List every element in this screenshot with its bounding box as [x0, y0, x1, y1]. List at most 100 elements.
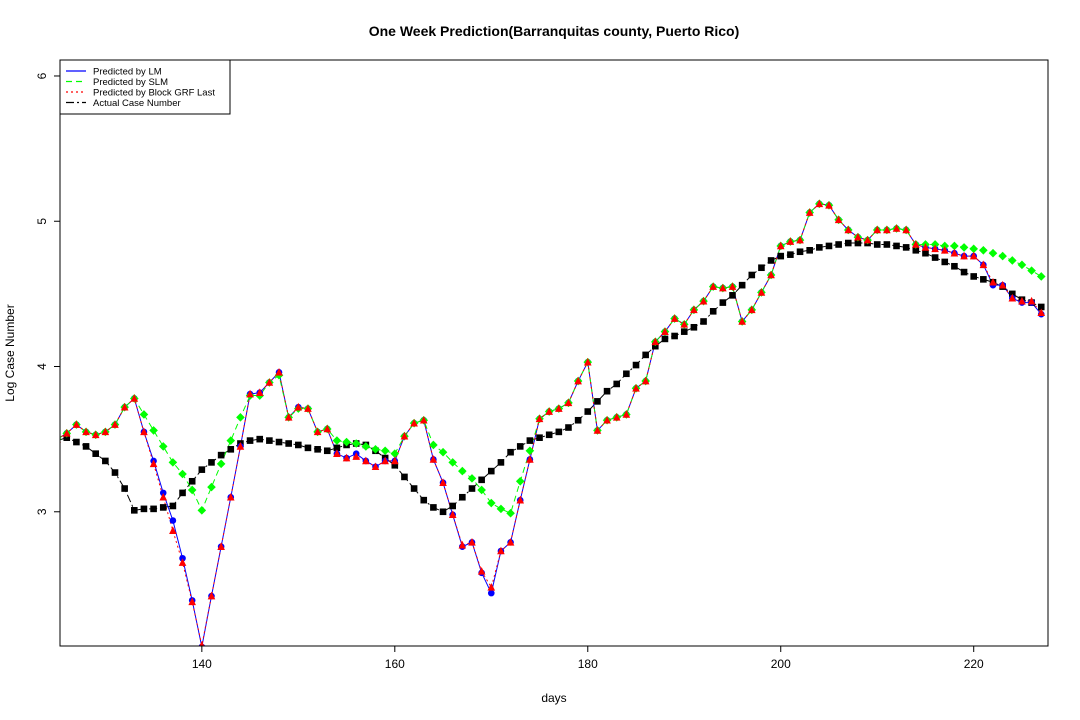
point	[448, 510, 457, 518]
point	[893, 242, 900, 250]
point	[776, 241, 785, 250]
point	[816, 244, 823, 251]
point	[902, 225, 910, 234]
point	[680, 328, 688, 335]
point	[159, 492, 168, 501]
point	[883, 241, 891, 248]
point	[719, 299, 727, 306]
point	[959, 243, 969, 252]
point	[854, 232, 862, 241]
point	[873, 225, 882, 234]
x-tick-label: 220	[964, 657, 984, 671]
point	[199, 641, 205, 646]
point	[429, 455, 438, 463]
point	[400, 431, 409, 440]
point	[140, 505, 148, 513]
point	[612, 413, 621, 421]
legend-label: Actual Case Number	[93, 98, 181, 109]
point	[459, 493, 466, 501]
point	[805, 208, 814, 216]
point	[390, 449, 400, 458]
point	[661, 335, 669, 343]
point	[729, 292, 736, 299]
point	[507, 448, 514, 456]
y-tick-label: 3	[35, 508, 49, 515]
point	[226, 436, 236, 445]
point	[178, 469, 187, 479]
point	[266, 437, 273, 444]
point	[835, 241, 842, 248]
point	[486, 498, 496, 508]
point	[391, 461, 399, 469]
point	[516, 443, 524, 450]
point	[825, 242, 833, 250]
point	[912, 246, 920, 254]
point	[265, 378, 274, 386]
point	[690, 305, 698, 314]
point	[1018, 296, 1026, 305]
point	[217, 542, 225, 550]
point	[603, 415, 611, 424]
point	[613, 380, 621, 388]
point	[467, 474, 477, 483]
point	[1027, 296, 1036, 305]
point	[623, 370, 630, 378]
point	[169, 502, 177, 510]
point	[574, 416, 582, 424]
point	[332, 436, 342, 445]
point	[786, 237, 795, 245]
point	[179, 554, 186, 562]
point	[834, 215, 843, 224]
point	[960, 268, 968, 276]
point	[930, 240, 940, 249]
point	[950, 241, 959, 251]
point	[497, 459, 505, 466]
point	[410, 485, 418, 492]
point	[158, 442, 168, 451]
point	[969, 251, 978, 260]
point	[207, 591, 216, 600]
point	[680, 320, 689, 328]
point	[236, 442, 245, 450]
point	[536, 434, 543, 441]
point	[515, 476, 525, 486]
point	[294, 402, 303, 411]
point	[72, 420, 81, 428]
point	[873, 241, 881, 248]
point	[661, 327, 669, 335]
point	[130, 507, 138, 514]
point	[940, 241, 950, 251]
point	[594, 398, 601, 405]
point	[564, 398, 573, 407]
point	[921, 243, 930, 251]
point	[410, 418, 418, 427]
point	[652, 342, 659, 350]
point	[362, 456, 370, 465]
point	[1037, 303, 1045, 311]
point	[352, 452, 361, 460]
y-tick-label: 4	[35, 363, 49, 370]
point	[969, 244, 979, 254]
point	[632, 383, 640, 392]
point	[1037, 308, 1046, 317]
point	[603, 387, 611, 395]
point	[699, 296, 708, 305]
point	[92, 450, 99, 457]
point	[333, 449, 341, 457]
point	[487, 467, 495, 475]
y-tick-label: 5	[35, 218, 49, 225]
point	[728, 282, 737, 290]
point	[381, 456, 389, 465]
point	[323, 447, 331, 455]
point	[747, 305, 756, 314]
point	[255, 388, 264, 396]
point	[304, 404, 312, 412]
point	[738, 281, 746, 289]
plot-frame	[59, 59, 1049, 647]
point	[700, 318, 707, 325]
point	[62, 429, 71, 437]
point	[236, 413, 245, 422]
point	[709, 282, 717, 290]
point	[565, 424, 572, 431]
